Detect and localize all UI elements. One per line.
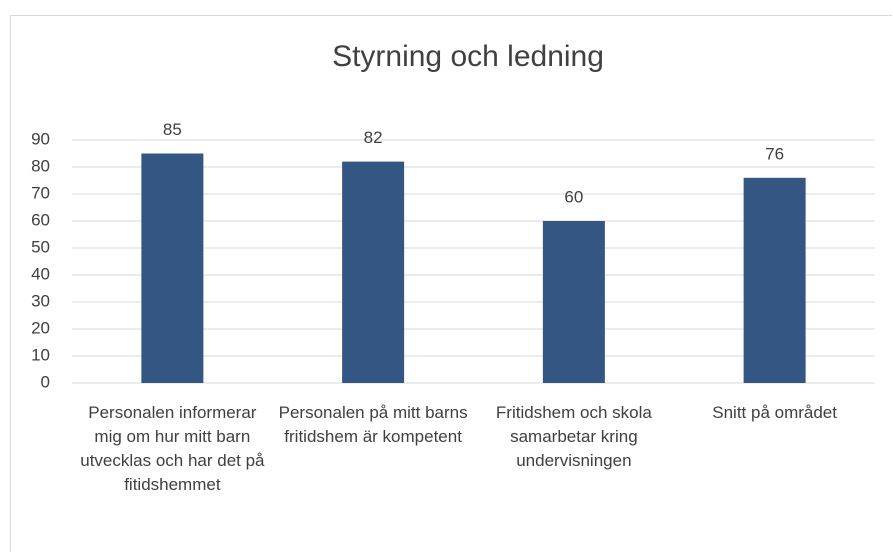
y-tick-label: 90: [31, 129, 50, 148]
chart-title: Styrning och ledning: [332, 40, 604, 73]
y-tick-label: 10: [31, 345, 50, 364]
bar: [342, 161, 405, 383]
chart-frame: [10, 15, 892, 552]
x-tick-label: Personalen informerar mig om hur mitt ba…: [80, 403, 265, 494]
y-tick-label: 40: [31, 264, 50, 283]
y-tick-label: 50: [31, 237, 50, 256]
y-tick-label: 20: [31, 318, 50, 337]
x-tick-label: Fritidshem och skola samarbetar kring un…: [495, 403, 652, 470]
bar: [743, 177, 806, 383]
data-label: 82: [364, 128, 383, 147]
y-tick-label: 60: [31, 210, 50, 229]
data-label: 85: [163, 120, 182, 139]
y-tick-label: 80: [31, 156, 50, 175]
data-label: 60: [564, 187, 583, 206]
y-tick-label: 0: [41, 372, 50, 391]
bar: [141, 153, 204, 383]
data-label: 76: [765, 144, 784, 163]
y-tick-label: 70: [31, 183, 50, 202]
x-tick-label: Snitt på området: [712, 403, 837, 422]
y-tick-label: 30: [31, 291, 50, 310]
x-tick-label: Personalen på mitt barns fritidshem är k…: [278, 403, 468, 446]
bar: [542, 221, 605, 383]
